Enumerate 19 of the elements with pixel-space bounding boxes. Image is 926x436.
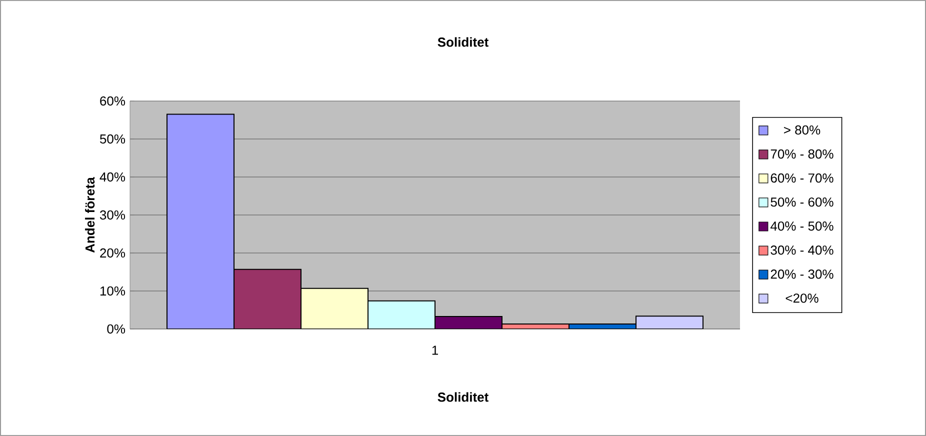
y-tick-label: 40% [100, 172, 126, 182]
legend-label: 20% - 30% [770, 270, 834, 279]
x-axis-title: Soliditet [438, 392, 488, 402]
x-tick-label: 1 [432, 346, 438, 355]
y-tick-label: 50% [100, 134, 126, 144]
y-tick-label: 30% [100, 210, 126, 220]
legend-label: > 80% [784, 125, 820, 135]
legend-label: 60% - 70% [770, 173, 834, 183]
legend-label: <20% [786, 294, 818, 303]
y-tick-label: 0% [107, 324, 126, 334]
chart-title: Soliditet [438, 37, 488, 47]
y-tick-label: 10% [100, 286, 126, 296]
legend-label: 40% - 50% [770, 221, 834, 231]
y-tick-label: 60% [100, 96, 126, 106]
y-axis-title: Andel företa [85, 177, 95, 253]
legend-label: 30% - 40% [770, 246, 834, 255]
y-tick-label: 20% [100, 248, 126, 258]
legend-label: 70% - 80% [770, 149, 834, 159]
legend-label: 50% - 60% [770, 197, 834, 207]
